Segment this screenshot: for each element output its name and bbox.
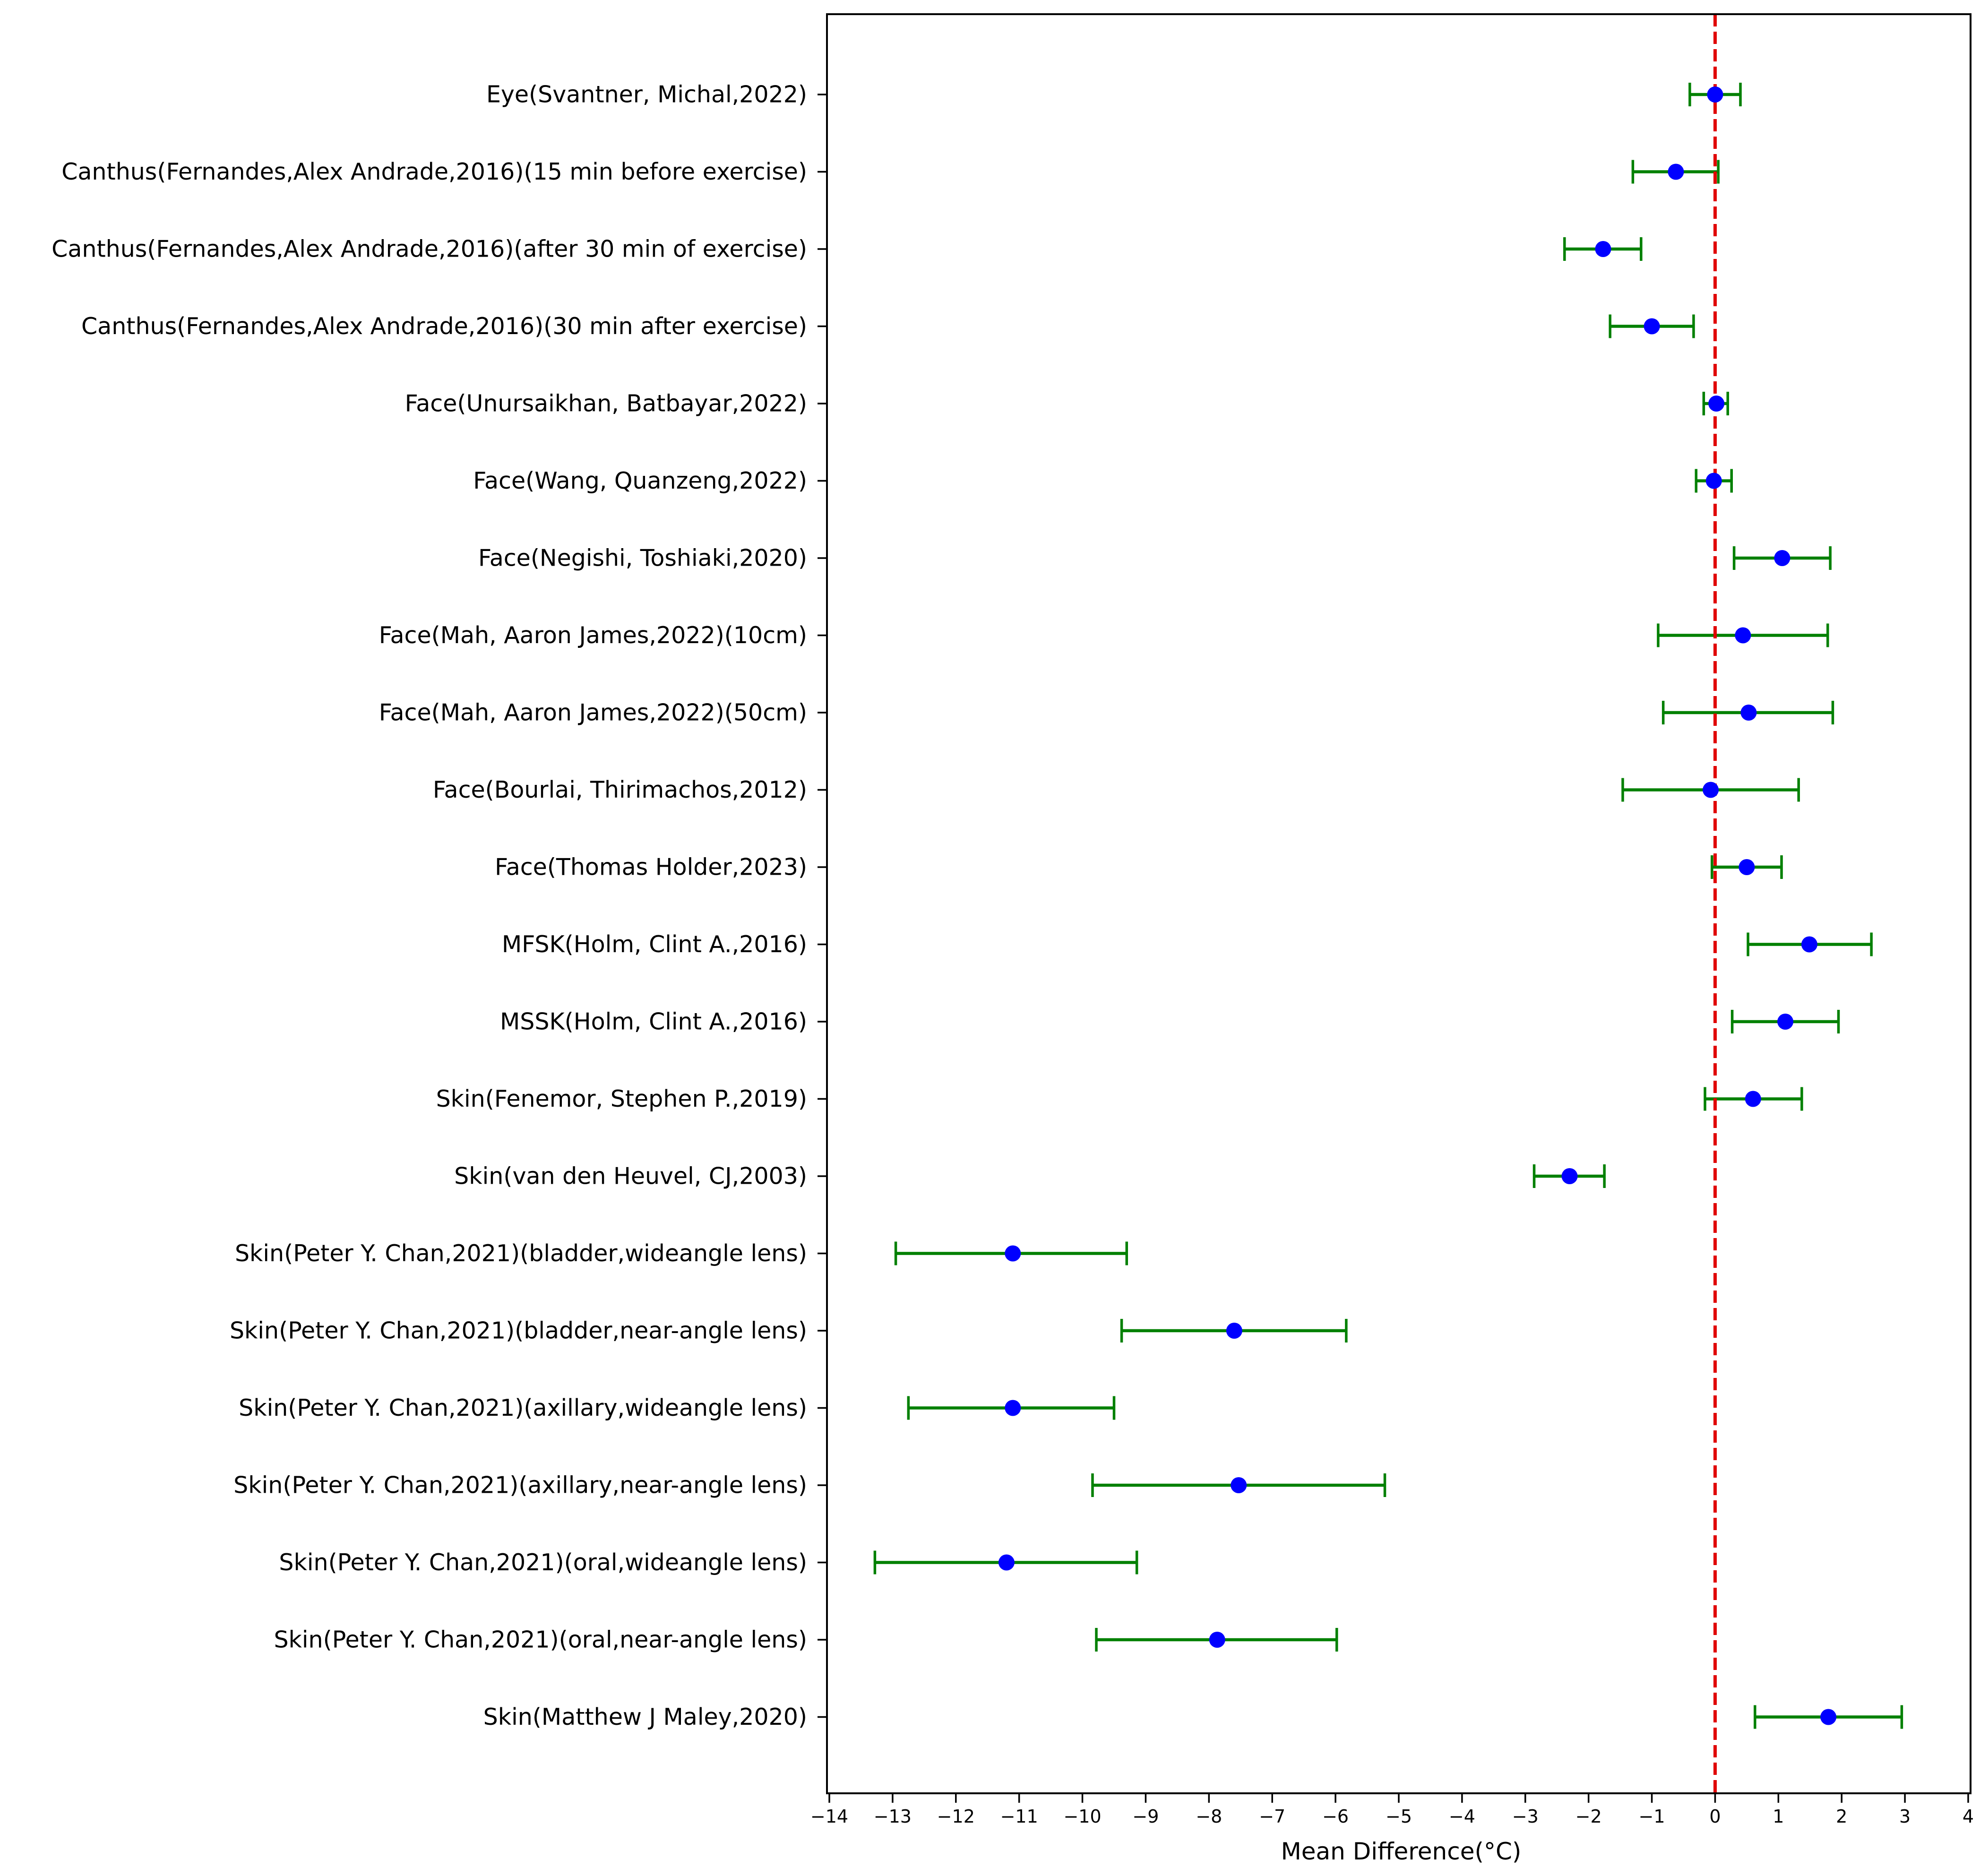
x-tick-label: 1 (1773, 1806, 1784, 1827)
x-tick-label: −5 (1386, 1806, 1412, 1827)
mean-point (1595, 241, 1611, 257)
mean-point (1668, 164, 1684, 180)
y-label-study: MSSK(Holm, Clint A.,2016) (500, 1008, 807, 1035)
mean-point (1644, 318, 1660, 335)
x-tick-label: −12 (937, 1806, 975, 1827)
x-axis-title: Mean Difference(°C) (1281, 1838, 1522, 1865)
mean-point (1820, 1709, 1837, 1725)
x-tick-label: 3 (1899, 1806, 1911, 1827)
x-tick-label: −1 (1639, 1806, 1665, 1827)
y-axis-ticks (818, 94, 827, 1718)
y-label-study: Skin(Peter Y. Chan,2021)(bladder,wideang… (235, 1240, 807, 1267)
y-label-study: Skin(Peter Y. Chan,2021)(oral,near-angle… (274, 1626, 807, 1653)
mean-point (1231, 1477, 1247, 1493)
y-label-study: Skin(van den Heuvel, CJ,2003) (454, 1163, 807, 1190)
y-label-study: Skin(Matthew J Maley,2020) (483, 1704, 807, 1730)
x-tick-label: −7 (1259, 1806, 1285, 1827)
y-label-study: Skin(Peter Y. Chan,2021)(oral,wideangle … (279, 1549, 807, 1576)
y-label-study: Canthus(Fernandes,Alex Andrade,2016)(aft… (52, 236, 807, 263)
mean-point (1005, 1245, 1021, 1262)
y-label-study: Face(Unursaikhan, Batbayar,2022) (405, 390, 807, 417)
x-tick-label: −4 (1449, 1806, 1475, 1827)
y-label-study: Skin(Peter Y. Chan,2021)(axillary,widean… (239, 1394, 807, 1421)
mean-point (1745, 1091, 1761, 1107)
x-tick-label: −11 (1000, 1806, 1038, 1827)
mean-point (1561, 1168, 1578, 1184)
y-axis-labels: Eye(Svantner, Michal,2022) Canthus(Fernan… (52, 81, 807, 1731)
mean-point (1707, 86, 1723, 103)
x-tick-label: −10 (1063, 1806, 1101, 1827)
mean-point (1735, 627, 1751, 644)
mean-point (1739, 859, 1755, 875)
mean-point (1226, 1323, 1242, 1339)
mean-point (1005, 1400, 1021, 1416)
x-tick-label: −14 (810, 1806, 848, 1827)
mean-point (998, 1554, 1015, 1571)
plot-frame (826, 13, 1971, 1794)
y-label-study: Skin(Peter Y. Chan,2021)(axillary,near-a… (233, 1472, 807, 1499)
mean-point (1801, 936, 1817, 953)
x-axis-ticks: −14 −13 −12 −11 −10 −9 −8 −7 −6 −5 −4 −3 −2 −1 0 1 2 3 4 (810, 1793, 1974, 1827)
y-label-study: Skin(Peter Y. Chan,2021)(bladder,near-an… (230, 1317, 807, 1344)
mean-point (1703, 782, 1719, 798)
x-tick-label: −9 (1132, 1806, 1159, 1827)
y-label-study: Face(Mah, Aaron James,2022)(50cm) (379, 699, 807, 726)
mean-point (1708, 396, 1725, 412)
x-tick-label: −2 (1575, 1806, 1602, 1827)
x-tick-label: 2 (1836, 1806, 1847, 1827)
x-tick-label: −6 (1322, 1806, 1349, 1827)
y-label-study: Canthus(Fernandes,Alex Andrade,2016)(30 … (81, 313, 807, 340)
x-tick-label: −3 (1512, 1806, 1539, 1827)
mean-point (1705, 473, 1722, 489)
mean-point (1774, 550, 1791, 566)
y-label-study: Face(Wang, Quanzeng,2022) (473, 467, 807, 494)
y-label-study: Face(Bourlai, Thirimachos,2012) (433, 776, 807, 803)
y-label-study: Canthus(Fernandes,Alex Andrade,2016)(15 … (61, 158, 807, 185)
mean-point (1740, 705, 1757, 721)
mean-points (998, 86, 1837, 1725)
error-bars (873, 83, 1903, 1729)
y-label-study: Face(Negishi, Toshiaki,2020) (478, 545, 807, 572)
y-label-study: Eye(Svantner, Michal,2022) (486, 81, 807, 108)
y-label-study: Face(Mah, Aaron James,2022)(10cm) (379, 622, 807, 649)
x-tick-label: −13 (874, 1806, 912, 1827)
x-tick-label: 4 (1963, 1806, 1974, 1827)
mean-point (1209, 1632, 1225, 1648)
x-tick-label: −8 (1196, 1806, 1222, 1827)
x-tick-label: 0 (1709, 1806, 1721, 1827)
mean-point (1777, 1014, 1794, 1030)
y-label-study: Face(Thomas Holder,2023) (495, 854, 807, 881)
y-label-study: Skin(Fenemor, Stephen P.,2019) (436, 1085, 807, 1112)
y-label-study: MFSK(Holm, Clint A.,2016) (502, 931, 807, 958)
